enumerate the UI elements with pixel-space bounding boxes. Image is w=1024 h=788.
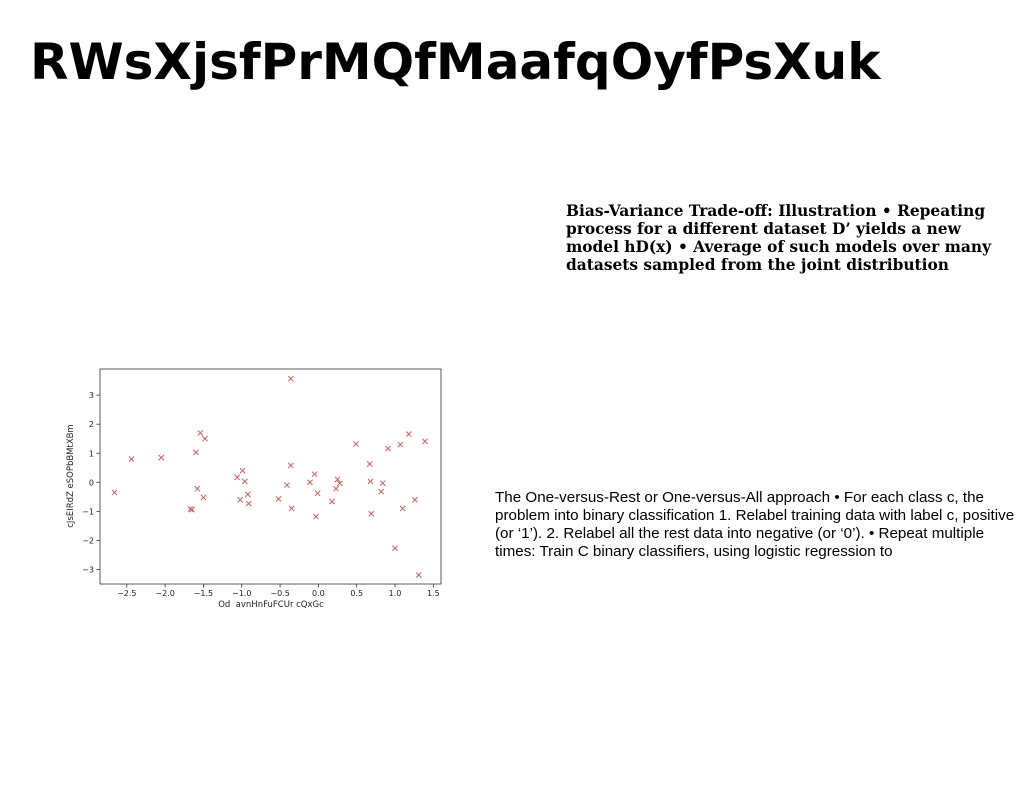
data-point [352, 441, 359, 447]
data-point [111, 489, 118, 496]
data-point [397, 441, 404, 448]
x-tick-label: −2.5 [117, 589, 136, 598]
data-point [239, 467, 246, 474]
data-point [287, 375, 294, 382]
y-tick-label: −3 [82, 565, 94, 574]
data-point [187, 506, 194, 512]
data-point [367, 478, 374, 485]
data-point [329, 498, 336, 505]
y-axis-label: cJsEIRdZ eSOPbBMtXBm [66, 424, 76, 528]
data-point [202, 435, 208, 442]
y-tick-label: −1 [82, 507, 94, 516]
data-point [288, 505, 295, 512]
data-point [189, 506, 195, 513]
data-point [284, 482, 290, 489]
y-tick-label: 0 [89, 478, 94, 487]
data-point [405, 431, 412, 438]
data-point [314, 490, 321, 497]
x-tick-label: 1.0 [389, 589, 402, 598]
x-axis: −2.5 −2.0 −1.5 −1.0 −0.5 0.0 0.5 1.0 1.5 [117, 584, 440, 598]
data-point [379, 480, 386, 487]
data-point [366, 461, 373, 467]
y-tick-label: 2 [89, 420, 94, 429]
one-vs-rest-text: The One-versus-Rest or One-versus-All ap… [495, 489, 1015, 560]
data-points [111, 375, 428, 578]
data-point [197, 429, 204, 436]
data-point [311, 471, 318, 478]
x-axis-label: Od avnHnFuFCUr cQxGc [218, 600, 324, 610]
data-point [275, 495, 282, 502]
data-point [415, 572, 422, 578]
data-point [368, 510, 375, 517]
data-point [313, 513, 320, 520]
data-point [245, 500, 252, 507]
x-tick-label: −0.5 [270, 589, 289, 598]
data-point [244, 491, 251, 498]
data-point [194, 485, 201, 492]
data-point [128, 456, 135, 463]
data-point [158, 454, 165, 461]
bias-variance-text: Bias-Variance Trade-off: Illustration • … [566, 202, 992, 274]
plot-area [99, 368, 442, 585]
data-point [234, 474, 241, 481]
y-axis: 3 2 1 0 −1 −2 −3 [82, 391, 100, 574]
data-point [192, 449, 199, 456]
data-point [333, 485, 339, 492]
x-tick-label: −1.0 [232, 589, 251, 598]
plot-frame [99, 368, 442, 585]
scatter-chart: −2.5 −2.0 −1.5 −1.0 −0.5 0.0 0.5 1.0 1.5 3 2 1 0 −1 −… [66, 368, 442, 610]
data-point [241, 478, 248, 485]
data-point [237, 496, 244, 503]
x-tick-label: −2.0 [155, 589, 174, 598]
x-tick-label: 1.5 [427, 589, 440, 598]
y-tick-label: 1 [89, 449, 94, 458]
data-point [334, 476, 341, 483]
data-point [385, 445, 392, 452]
data-point [200, 494, 207, 501]
data-point [336, 480, 343, 487]
x-tick-label: −1.5 [194, 589, 213, 598]
y-tick-label: −2 [82, 536, 94, 545]
data-point [287, 462, 294, 469]
data-point [399, 505, 406, 512]
data-point [392, 545, 398, 552]
page-title: RWsXjsfPrMQfMaafqOyfPsXuk [30, 33, 881, 91]
data-point [378, 488, 385, 495]
data-point [421, 438, 428, 445]
data-point [307, 479, 313, 486]
x-tick-label: 0.0 [312, 589, 325, 598]
data-point [411, 496, 418, 503]
x-tick-label: 0.5 [350, 589, 363, 598]
y-tick-label: 3 [89, 391, 94, 400]
